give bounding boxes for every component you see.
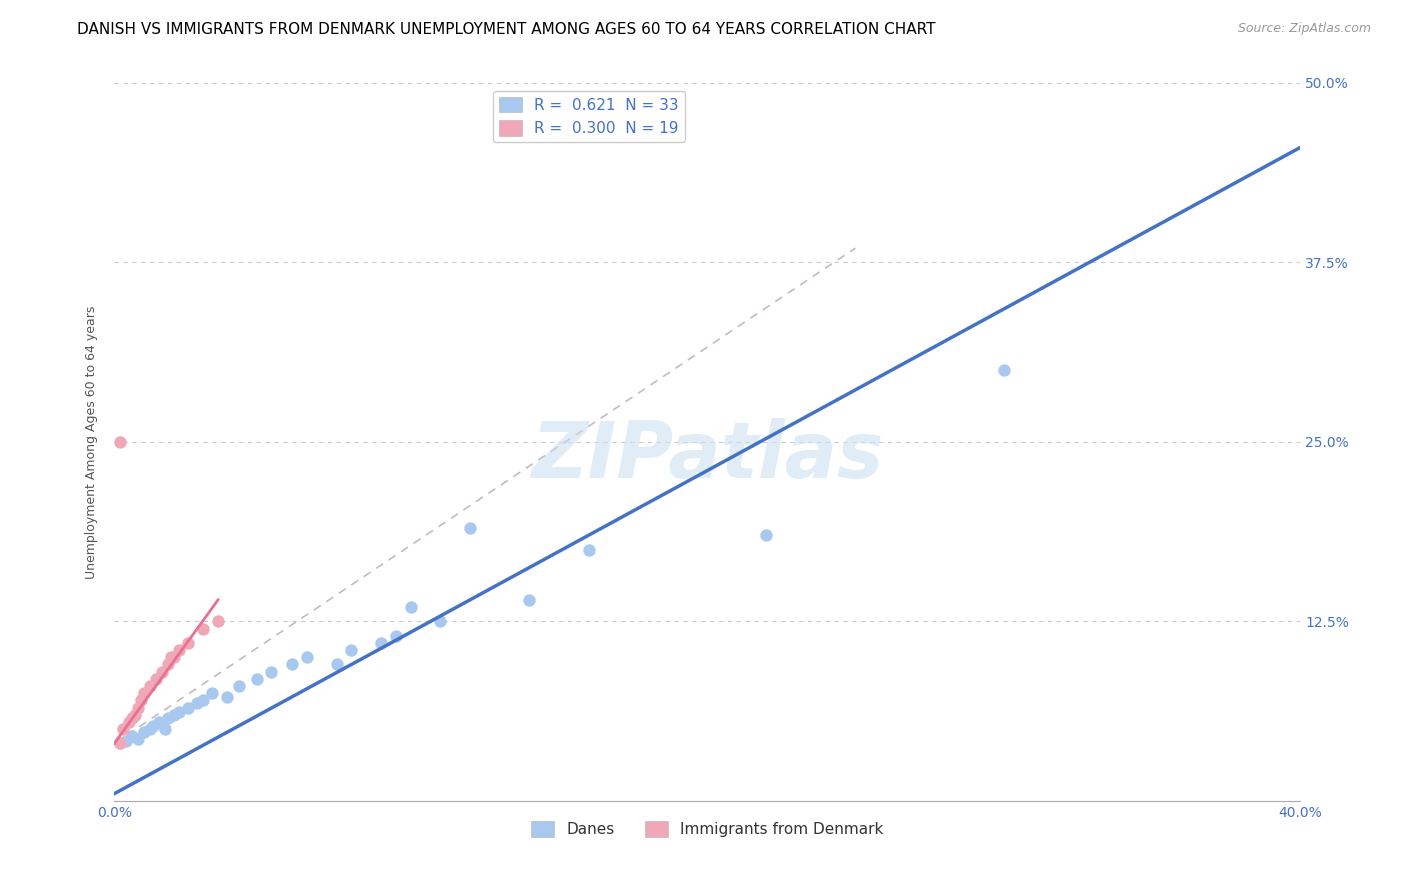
- Point: [139, 722, 162, 736]
- Point: [245, 672, 267, 686]
- Point: [193, 693, 215, 707]
- Point: [108, 736, 131, 750]
- Point: [121, 710, 143, 724]
- Text: ZIPatlas: ZIPatlas: [531, 418, 883, 494]
- Point: [139, 679, 162, 693]
- Point: [260, 665, 283, 679]
- Point: [370, 636, 392, 650]
- Point: [124, 707, 146, 722]
- Point: [132, 686, 155, 700]
- Point: [281, 657, 304, 672]
- Point: [755, 528, 778, 542]
- Text: Source: ZipAtlas.com: Source: ZipAtlas.com: [1237, 22, 1371, 36]
- Point: [517, 592, 540, 607]
- Point: [150, 665, 173, 679]
- Point: [325, 657, 347, 672]
- Point: [207, 615, 229, 629]
- Point: [201, 686, 224, 700]
- Point: [127, 700, 149, 714]
- Point: [108, 736, 131, 750]
- Text: DANISH VS IMMIGRANTS FROM DENMARK UNEMPLOYMENT AMONG AGES 60 TO 64 YEARS CORRELA: DANISH VS IMMIGRANTS FROM DENMARK UNEMPL…: [77, 22, 936, 37]
- Point: [162, 707, 184, 722]
- Point: [129, 693, 152, 707]
- Point: [177, 700, 200, 714]
- Point: [399, 600, 422, 615]
- Point: [112, 722, 135, 736]
- Point: [115, 733, 138, 747]
- Point: [162, 650, 184, 665]
- Point: [132, 725, 155, 739]
- Point: [385, 629, 408, 643]
- Point: [156, 710, 179, 724]
- Point: [159, 650, 181, 665]
- Point: [177, 636, 200, 650]
- Point: [145, 672, 167, 686]
- Point: [118, 714, 141, 729]
- Point: [142, 719, 165, 733]
- Point: [295, 650, 318, 665]
- Point: [993, 363, 1015, 377]
- Point: [186, 696, 208, 710]
- Point: [429, 615, 451, 629]
- Point: [169, 705, 191, 719]
- Point: [156, 657, 179, 672]
- Point: [458, 521, 481, 535]
- Point: [340, 643, 363, 657]
- Point: [215, 690, 238, 705]
- Point: [228, 679, 250, 693]
- Point: [108, 434, 131, 449]
- Point: [193, 622, 215, 636]
- Point: [121, 729, 143, 743]
- Point: [127, 732, 149, 747]
- Point: [578, 542, 600, 557]
- Point: [169, 643, 191, 657]
- Y-axis label: Unemployment Among Ages 60 to 64 years: Unemployment Among Ages 60 to 64 years: [86, 305, 98, 579]
- Point: [148, 714, 170, 729]
- Point: [153, 722, 176, 736]
- Legend: Danes, Immigrants from Denmark: Danes, Immigrants from Denmark: [524, 815, 890, 844]
